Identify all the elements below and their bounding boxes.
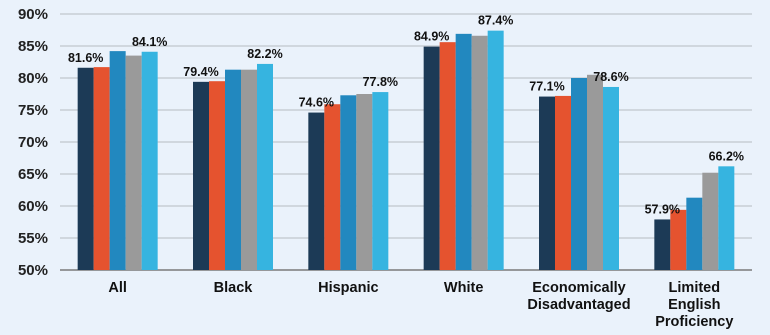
x-category-label: English — [668, 297, 720, 313]
data-label: 81.6% — [68, 51, 103, 65]
x-category-label: All — [108, 280, 127, 296]
y-tick-label: 60% — [18, 198, 48, 215]
data-label: 66.2% — [709, 149, 744, 163]
bar — [654, 219, 671, 270]
bar — [324, 104, 341, 271]
bar — [340, 95, 357, 270]
bar — [372, 92, 389, 270]
data-label: 87.4% — [478, 14, 513, 28]
x-category-label: Black — [214, 280, 254, 296]
y-tick-label: 85% — [18, 38, 48, 55]
bar — [718, 166, 735, 270]
bar — [423, 46, 440, 270]
y-tick-label: 75% — [18, 102, 48, 119]
y-tick-label: 55% — [18, 230, 48, 247]
bar — [571, 78, 587, 270]
bar — [356, 94, 373, 270]
bar — [193, 81, 209, 270]
data-label: 79.4% — [183, 65, 218, 79]
bar — [109, 51, 126, 271]
x-category-label: Hispanic — [318, 280, 378, 296]
bar — [308, 112, 325, 270]
x-category-label: White — [444, 280, 483, 296]
bar — [587, 74, 603, 270]
bar — [93, 67, 110, 271]
bars — [77, 30, 735, 271]
bar — [603, 86, 619, 271]
x-category-label: Economically — [532, 280, 625, 296]
bar — [555, 95, 571, 270]
data-label: 74.6% — [299, 96, 334, 110]
y-tick-label: 50% — [18, 262, 48, 279]
bar — [670, 209, 687, 270]
data-label: 84.9% — [414, 30, 449, 44]
x-category-label: Disadvantaged — [527, 297, 630, 313]
y-tick-label: 80% — [18, 70, 48, 87]
bar — [455, 33, 472, 271]
y-tick-label: 90% — [18, 6, 48, 23]
bar — [209, 81, 225, 270]
x-axis: All Black Hispanic White EconomicallyDisadva… — [108, 280, 733, 330]
data-label: 78.6% — [593, 70, 628, 84]
data-label: 77.8% — [363, 75, 398, 89]
data-label: 57.9% — [645, 202, 680, 216]
y-tick-label: 65% — [18, 166, 48, 183]
bar — [471, 35, 488, 271]
data-label: 84.1% — [132, 35, 167, 49]
gridlines — [60, 13, 752, 271]
data-labels: 81.6% 84.1% 79.4% 82.2% 74.6% 77.8% 84.9% 87.4%… — [68, 14, 744, 217]
bar — [539, 96, 555, 270]
bar — [702, 172, 719, 270]
y-axis: 50% 55% 60% 65% 70% 75% 80% 85% 90% — [18, 6, 48, 279]
x-category-label: Limited — [669, 280, 721, 296]
bar — [141, 51, 158, 271]
bar — [257, 63, 273, 270]
bar — [487, 30, 504, 270]
x-category-label: Proficiency — [655, 314, 733, 330]
data-label: 77.1% — [529, 80, 564, 94]
y-tick-label: 70% — [18, 134, 48, 151]
bar — [439, 42, 456, 270]
bar — [125, 55, 142, 270]
data-label: 82.2% — [247, 47, 282, 61]
bar — [686, 197, 703, 270]
bar — [241, 69, 257, 271]
bar — [77, 67, 94, 270]
bar — [225, 69, 241, 271]
